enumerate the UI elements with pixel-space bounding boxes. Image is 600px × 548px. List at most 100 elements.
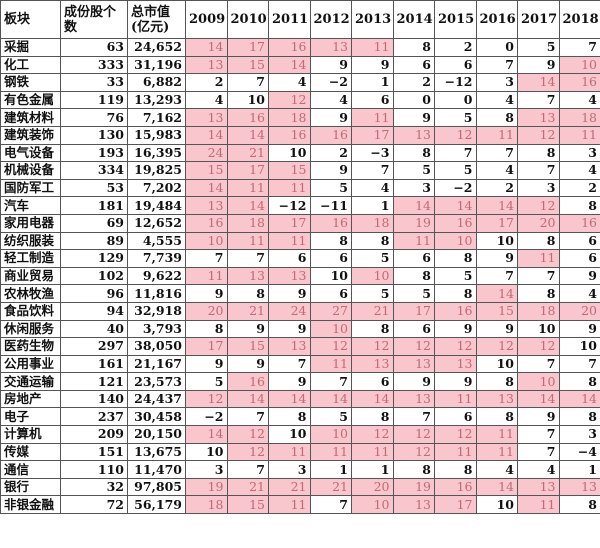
constituent-count: 33 <box>60 73 128 92</box>
year-value: 13 <box>392 495 435 515</box>
year-value: 6 <box>309 284 352 303</box>
table-row: 采掘 63 24,652 14 17 16 13 11 8 2 0 5 7 <box>0 38 600 57</box>
market-cap: 31,196 <box>127 55 186 75</box>
market-cap: 11,816 <box>127 284 186 303</box>
year-value: 12 <box>475 337 518 356</box>
year-value: 11 <box>226 178 269 198</box>
year-value: −4 <box>558 442 600 462</box>
market-cap: 6,882 <box>127 73 186 92</box>
sector-name: 钢铁 <box>0 73 61 92</box>
year-value: 2 <box>475 178 518 198</box>
year-value: 7 <box>517 425 560 444</box>
market-cap: 7,162 <box>127 108 186 127</box>
year-value: 12 <box>517 337 560 356</box>
sector-name: 机械设备 <box>0 161 61 180</box>
year-value: 9 <box>309 161 352 180</box>
year-value: 5 <box>434 161 477 180</box>
year-value: 11 <box>268 231 311 251</box>
year-value: 7 <box>226 73 269 92</box>
table-row: 医药生物 297 38,050 17 15 13 12 12 12 12 12 12 10 <box>0 337 600 356</box>
year-value: 17 <box>268 213 311 233</box>
year-value: 9 <box>309 55 352 75</box>
year-value: 7 <box>434 143 477 163</box>
year-value: 12 <box>517 125 560 145</box>
year-value: 8 <box>517 231 560 251</box>
header-year: 2012 <box>309 0 352 39</box>
sector-table: 板块 成份股个数 总市值(亿元) 2009 2010 2011 2012 2013 201… <box>0 0 600 515</box>
table-row: 家用电器 69 12,652 16 18 17 16 18 19 16 17 20 16 <box>0 213 600 233</box>
year-value: 3 <box>558 425 600 444</box>
year-value: 11 <box>392 231 435 251</box>
year-value: 9 <box>392 108 435 127</box>
year-value: 9 <box>475 249 518 268</box>
year-value: 4 <box>475 161 518 180</box>
year-value: 7 <box>309 372 352 391</box>
year-value: 13 <box>475 389 518 409</box>
market-cap: 19,825 <box>127 161 186 180</box>
year-value: 11 <box>268 442 311 462</box>
year-value: 14 <box>475 477 518 497</box>
table-row: 化工 333 31,196 13 15 14 9 9 6 6 7 9 10 <box>0 55 600 75</box>
table-row: 汽车 181 19,484 13 14 −12 −11 1 14 14 14 12 8 <box>0 196 600 215</box>
year-value: 7 <box>475 266 518 286</box>
table-row: 食品饮料 94 32,918 20 21 24 27 21 17 16 15 18 20 <box>0 301 600 321</box>
year-value: 15 <box>226 495 269 515</box>
year-value: 7 <box>226 460 269 479</box>
year-value: 13 <box>185 196 228 215</box>
year-value: 6 <box>392 319 435 339</box>
year-value: 8 <box>475 108 518 127</box>
market-cap: 24,652 <box>127 38 186 57</box>
year-value: 4 <box>351 178 394 198</box>
year-value: 5 <box>392 161 435 180</box>
year-value: 12 <box>434 337 477 356</box>
constituent-count: 193 <box>60 143 128 163</box>
year-value: 19 <box>185 477 228 497</box>
constituent-count: 96 <box>60 284 128 303</box>
year-value: 9 <box>309 108 352 127</box>
header-sector: 板块 <box>0 0 61 39</box>
year-value: 5 <box>185 372 228 391</box>
constituent-count: 40 <box>60 319 128 339</box>
year-value: 20 <box>517 213 560 233</box>
year-value: 14 <box>475 284 518 303</box>
table-row: 轻工制造 129 7,739 7 7 6 6 5 6 8 9 11 6 <box>0 249 600 268</box>
constituent-count: 69 <box>60 213 128 233</box>
year-value: 3 <box>475 73 518 92</box>
year-value: 6 <box>268 249 311 268</box>
year-value: 9 <box>226 319 269 339</box>
year-value: −12 <box>434 73 477 92</box>
year-value: 21 <box>268 477 311 497</box>
year-value: 14 <box>517 389 560 409</box>
year-value: 9 <box>268 284 311 303</box>
sector-name: 轻工制造 <box>0 249 61 268</box>
header-row: 板块 成份股个数 总市值(亿元) 2009 2010 2011 2012 2013 201… <box>0 0 600 39</box>
year-value: 10 <box>185 442 228 462</box>
constituent-count: 76 <box>60 108 128 127</box>
year-value: 14 <box>268 389 311 409</box>
year-value: 11 <box>351 108 394 127</box>
year-value: 11 <box>309 354 352 374</box>
year-value: 12 <box>434 425 477 444</box>
year-value: 4 <box>185 90 228 110</box>
year-value: 5 <box>351 249 394 268</box>
year-value: 9 <box>558 266 600 286</box>
market-cap: 30,458 <box>127 407 186 427</box>
constituent-count: 89 <box>60 231 128 251</box>
sector-name: 房地产 <box>0 389 61 409</box>
year-value: 14 <box>226 389 269 409</box>
sector-name: 食品饮料 <box>0 301 61 321</box>
year-value: 21 <box>226 143 269 163</box>
year-value: 10 <box>517 372 560 391</box>
year-value: 3 <box>185 460 228 479</box>
table-row: 交通运输 121 23,573 5 16 9 7 6 9 9 8 10 8 <box>0 372 600 391</box>
year-value: 12 <box>351 337 394 356</box>
year-value: 1 <box>558 460 600 479</box>
year-value: 24 <box>185 143 228 163</box>
year-value: 12 <box>392 337 435 356</box>
year-value: 7 <box>517 90 560 110</box>
year-value: 14 <box>185 125 228 145</box>
year-value: 13 <box>392 125 435 145</box>
year-value: 13 <box>517 477 560 497</box>
year-value: 10 <box>351 266 394 286</box>
table-row: 非银金融 72 56,179 18 15 11 7 10 13 17 10 11 8 <box>0 495 600 515</box>
